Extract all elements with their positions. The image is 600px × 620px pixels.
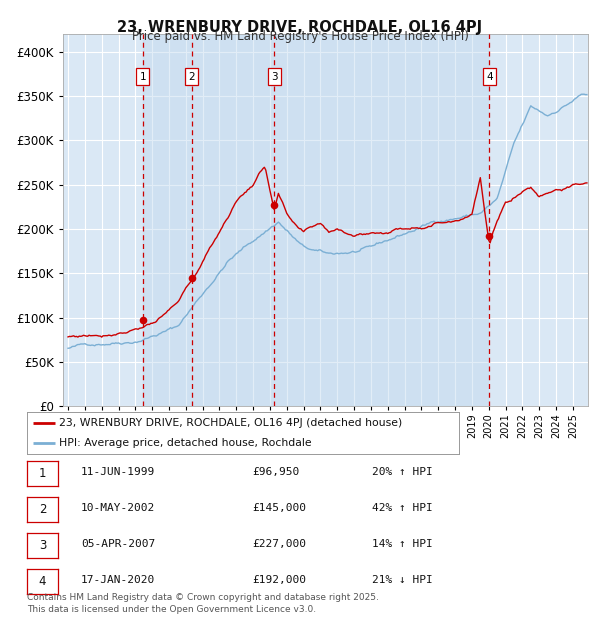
Text: 21% ↓ HPI: 21% ↓ HPI <box>372 575 433 585</box>
Text: £227,000: £227,000 <box>252 539 306 549</box>
Text: 4: 4 <box>39 575 46 588</box>
Text: £192,000: £192,000 <box>252 575 306 585</box>
Text: 11-JUN-1999: 11-JUN-1999 <box>81 467 155 477</box>
Text: 23, WRENBURY DRIVE, ROCHDALE, OL16 4PJ: 23, WRENBURY DRIVE, ROCHDALE, OL16 4PJ <box>118 20 482 35</box>
Bar <box>143 34 490 406</box>
Text: Contains HM Land Registry data © Crown copyright and database right 2025.
This d: Contains HM Land Registry data © Crown c… <box>27 593 379 614</box>
Text: £145,000: £145,000 <box>252 503 306 513</box>
Text: 4: 4 <box>486 72 493 82</box>
Text: Price paid vs. HM Land Registry's House Price Index (HPI): Price paid vs. HM Land Registry's House … <box>131 30 469 43</box>
Text: 42% ↑ HPI: 42% ↑ HPI <box>372 503 433 513</box>
Text: £96,950: £96,950 <box>252 467 299 477</box>
Text: 1: 1 <box>39 467 46 480</box>
Text: 3: 3 <box>271 72 278 82</box>
Text: HPI: Average price, detached house, Rochdale: HPI: Average price, detached house, Roch… <box>59 438 312 448</box>
Text: 1: 1 <box>139 72 146 82</box>
Text: 3: 3 <box>39 539 46 552</box>
Text: 10-MAY-2002: 10-MAY-2002 <box>81 503 155 513</box>
Text: 2: 2 <box>188 72 195 82</box>
Text: 20% ↑ HPI: 20% ↑ HPI <box>372 467 433 477</box>
Text: 2: 2 <box>39 503 46 516</box>
Text: 05-APR-2007: 05-APR-2007 <box>81 539 155 549</box>
Text: 17-JAN-2020: 17-JAN-2020 <box>81 575 155 585</box>
Text: 14% ↑ HPI: 14% ↑ HPI <box>372 539 433 549</box>
Text: 23, WRENBURY DRIVE, ROCHDALE, OL16 4PJ (detached house): 23, WRENBURY DRIVE, ROCHDALE, OL16 4PJ (… <box>59 418 403 428</box>
